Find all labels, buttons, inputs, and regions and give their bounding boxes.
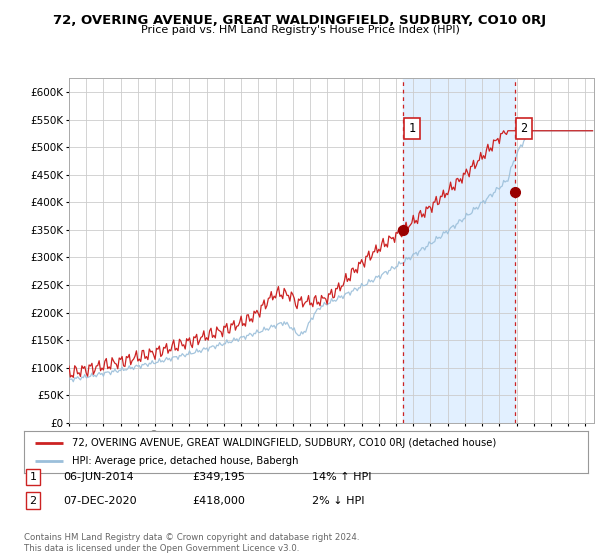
Bar [568, 78, 594, 423]
Text: Price paid vs. HM Land Registry's House Price Index (HPI): Price paid vs. HM Land Registry's House … [140, 25, 460, 35]
Text: 06-JUN-2014: 06-JUN-2014 [63, 472, 134, 482]
Text: £349,195: £349,195 [192, 472, 245, 482]
Text: 72, OVERING AVENUE, GREAT WALDINGFIELD, SUDBURY, CO10 0RJ: 72, OVERING AVENUE, GREAT WALDINGFIELD, … [53, 14, 547, 27]
Bar [568, 78, 594, 423]
Text: 07-DEC-2020: 07-DEC-2020 [63, 496, 137, 506]
Text: 14% ↑ HPI: 14% ↑ HPI [312, 472, 371, 482]
Text: £418,000: £418,000 [192, 496, 245, 506]
Bar [403, 78, 515, 423]
Text: 2: 2 [520, 122, 527, 135]
Text: 1: 1 [29, 472, 37, 482]
Text: 2% ↓ HPI: 2% ↓ HPI [312, 496, 365, 506]
Text: 72, OVERING AVENUE, GREAT WALDINGFIELD, SUDBURY, CO10 0RJ (detached house): 72, OVERING AVENUE, GREAT WALDINGFIELD, … [72, 438, 496, 448]
Text: Contains HM Land Registry data © Crown copyright and database right 2024.
This d: Contains HM Land Registry data © Crown c… [24, 533, 359, 553]
Text: 2: 2 [29, 496, 37, 506]
Text: 1: 1 [409, 122, 416, 135]
Text: HPI: Average price, detached house, Babergh: HPI: Average price, detached house, Babe… [72, 456, 298, 466]
